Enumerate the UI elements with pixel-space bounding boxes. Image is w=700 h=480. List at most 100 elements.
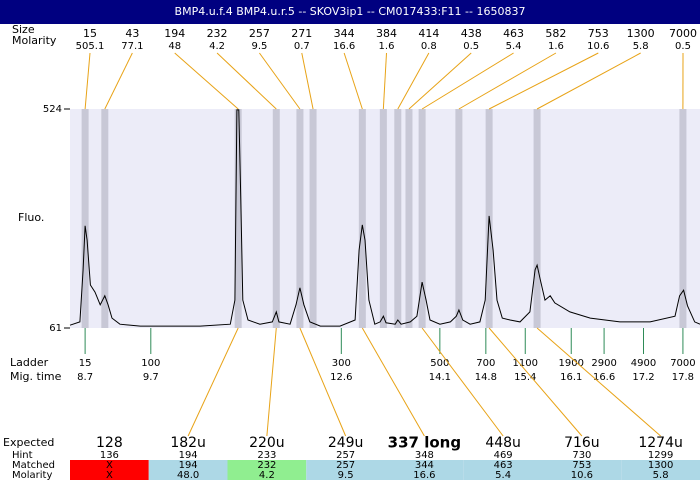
peak-band	[679, 109, 687, 328]
ladder-size: 7000	[670, 358, 695, 369]
peak-band	[358, 109, 366, 328]
peak-connector	[301, 52, 314, 110]
match-cell	[463, 460, 543, 480]
peak-connector	[382, 52, 387, 110]
ladder-time: 14.8	[475, 372, 497, 383]
ladder-size: 500	[430, 358, 449, 369]
match-cell	[148, 460, 228, 480]
peak-band	[405, 109, 413, 328]
peak-molarity: 505.1	[76, 41, 105, 52]
title: BMP4.u.f.4 BMP4.u.r.5 -- SKOV3ip1 -- CM0…	[175, 5, 526, 18]
ladder-time: 17.2	[632, 372, 654, 383]
match-connector	[361, 327, 425, 437]
hint: 348	[415, 450, 434, 461]
peak-size: 43	[125, 27, 139, 40]
expected: 337 long	[388, 434, 461, 452]
peak-band	[81, 109, 89, 328]
expected: 448u	[485, 435, 521, 451]
molarity: X	[106, 470, 113, 480]
match-connector	[187, 327, 239, 437]
peak-size: 344	[334, 27, 355, 40]
match-connector	[421, 327, 504, 437]
peak-connector	[259, 52, 301, 110]
peak-connector	[104, 52, 133, 110]
molarity: 4.2	[259, 470, 275, 480]
hint: 469	[494, 450, 513, 461]
peak-connector	[174, 52, 239, 110]
peak-size: 232	[207, 27, 228, 40]
peak-band	[533, 109, 541, 328]
molarity: 48.0	[177, 470, 199, 480]
matched: 232	[257, 460, 276, 471]
peak-size: 257	[249, 27, 270, 40]
match-connector	[488, 327, 583, 437]
peak-size: 414	[418, 27, 439, 40]
matched: 194	[179, 460, 198, 471]
ladder-size: 300	[332, 358, 351, 369]
peak-connector	[397, 52, 430, 110]
match-cell	[621, 460, 700, 480]
molarity-label: Molarity	[12, 34, 57, 47]
peak-band	[394, 109, 402, 328]
ladder-time: 17.8	[672, 372, 694, 383]
ladder-time: 14.1	[429, 372, 451, 383]
molarity: 16.6	[413, 470, 435, 480]
matched: 753	[572, 460, 591, 471]
ladder-size: 15	[79, 358, 92, 369]
peak-size: 753	[588, 27, 609, 40]
row-label: Molarity	[12, 470, 52, 480]
peak-band	[101, 109, 109, 328]
expected: 249u	[328, 435, 364, 451]
peak-connector	[458, 52, 557, 110]
ladder-time: 9.7	[143, 372, 159, 383]
peak-molarity: 77.1	[121, 41, 143, 52]
row-label: Expected	[3, 436, 54, 449]
peak-size: 15	[83, 27, 97, 40]
match-connector	[299, 327, 347, 437]
peak-molarity: 0.5	[675, 41, 691, 52]
peak-connector	[84, 52, 91, 110]
peak-size: 384	[376, 27, 397, 40]
matched: 463	[494, 460, 513, 471]
peak-size: 438	[461, 27, 482, 40]
expected: 716u	[564, 435, 600, 451]
ladder-time: 16.1	[560, 372, 582, 383]
ladder-label: Ladder	[10, 356, 49, 369]
ladder-time: 12.6	[330, 372, 352, 383]
peak-band	[296, 109, 304, 328]
peak-size: 463	[503, 27, 524, 40]
expected: 182u	[170, 435, 206, 451]
hint: 730	[572, 450, 591, 461]
peak-molarity: 4.2	[209, 41, 225, 52]
peak-connector	[343, 52, 363, 110]
peak-connector	[421, 52, 514, 110]
ladder-size: 100	[141, 358, 160, 369]
trace	[69, 109, 700, 327]
y-label: Fluo.	[18, 211, 44, 224]
peak-molarity: 5.8	[633, 41, 649, 52]
expected: 128	[96, 435, 123, 451]
ladder-size: 1900	[559, 358, 584, 369]
ladder-size: 700	[476, 358, 495, 369]
title-bar	[0, 0, 700, 24]
row-label: Matched	[12, 460, 55, 471]
peak-size: 1300	[627, 27, 655, 40]
hint: 136	[100, 450, 119, 461]
y-tick-label: 61	[49, 323, 62, 334]
matched: 257	[336, 460, 355, 471]
peak-band	[272, 109, 280, 328]
matched: 344	[415, 460, 434, 471]
peak-molarity: 1.6	[379, 41, 395, 52]
peak-connector	[408, 52, 472, 110]
peak-molarity: 9.5	[251, 41, 267, 52]
ladder-time: 8.7	[77, 372, 93, 383]
peak-connector	[216, 52, 277, 110]
molarity: 9.5	[338, 470, 354, 480]
hint: 194	[179, 450, 198, 461]
peak-molarity: 16.6	[333, 41, 355, 52]
match-cell	[70, 460, 149, 480]
molarity: 5.4	[495, 470, 511, 480]
size-label: Size	[12, 23, 35, 36]
time-label: Mig. time	[10, 370, 62, 383]
